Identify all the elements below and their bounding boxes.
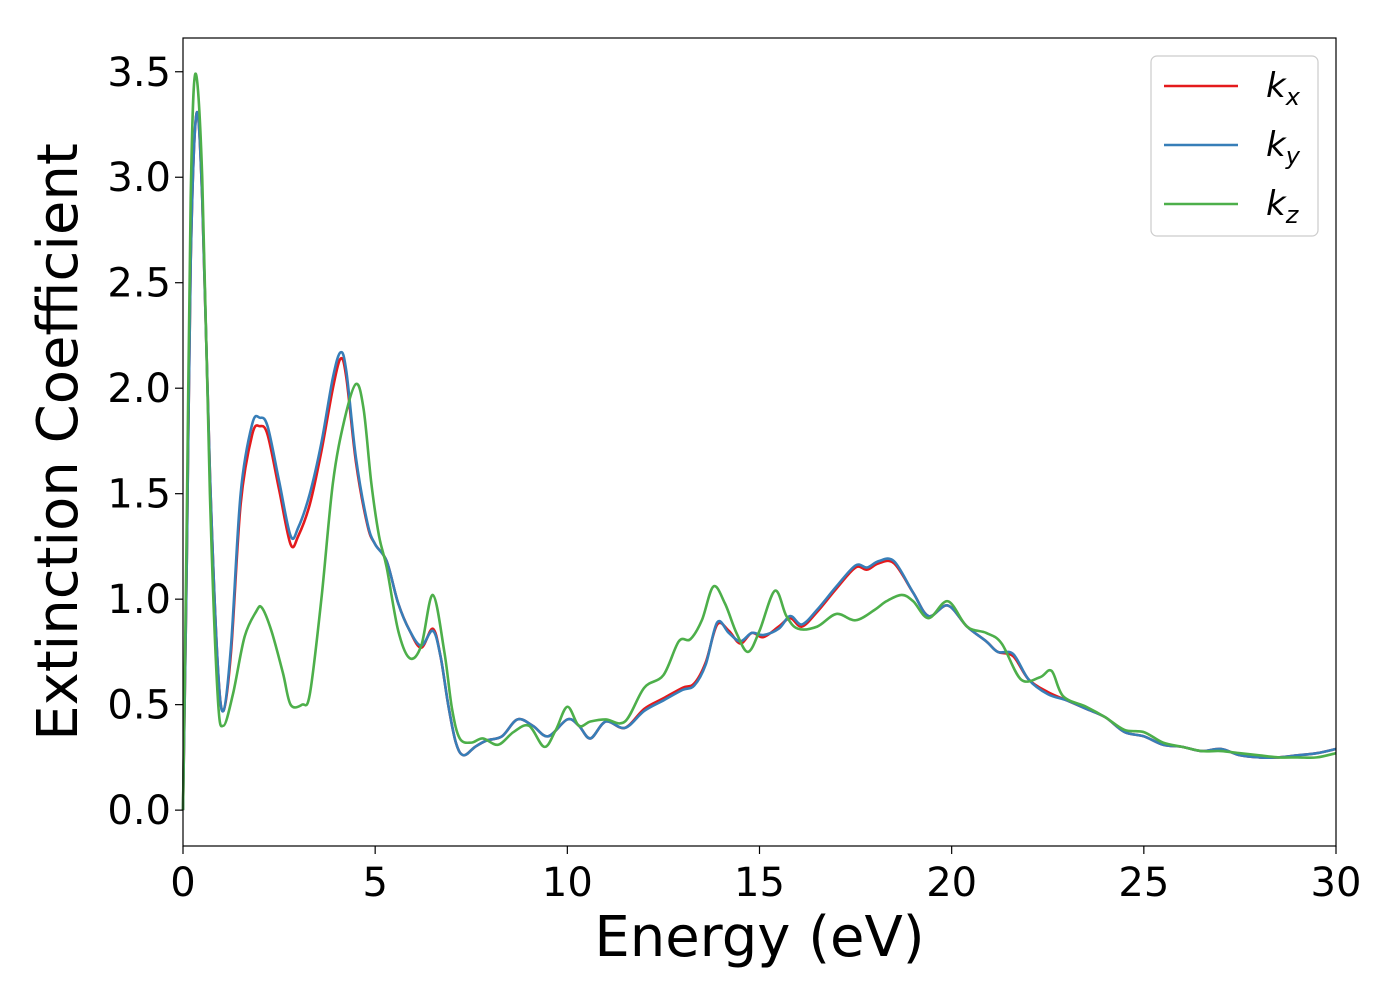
x-axis-ticks: 0 5 10 15 20 25 30 [170, 846, 1361, 906]
y-tick-label: 1.0 [107, 577, 171, 623]
x-tick-label: 5 [362, 860, 387, 906]
y-axis-ticks: 0.0 0.5 1.0 1.5 2.0 2.5 3.0 3.5 [107, 50, 183, 834]
y-tick-label: 1.5 [107, 472, 171, 518]
x-axis-label: Energy (eV) [594, 905, 924, 970]
y-tick-label: 3.5 [107, 50, 171, 96]
y-tick-label: 2.5 [107, 261, 171, 307]
legend-label-kx: kx [1266, 66, 1301, 111]
y-tick-label: 2.0 [107, 366, 171, 412]
y-tick-label: 0.0 [107, 788, 171, 834]
series-layer [181, 72, 1337, 811]
x-tick-label: 0 [170, 860, 195, 906]
x-tick-label: 25 [1118, 860, 1169, 906]
legend-label-ky: ky [1266, 125, 1301, 170]
legend-label-kz: kz [1266, 184, 1300, 229]
y-tick-label: 0.5 [107, 683, 171, 729]
series-line-ky [181, 110, 1337, 811]
y-tick-label: 3.0 [107, 155, 171, 201]
x-tick-label: 10 [542, 860, 593, 906]
legend: kx ky kz [1150, 55, 1319, 237]
x-tick-label: 20 [926, 860, 977, 906]
y-axis-label: Extinction Coefficient [26, 143, 91, 741]
x-tick-label: 30 [1311, 860, 1362, 906]
x-tick-label: 15 [734, 860, 785, 906]
series-line-kz [181, 72, 1337, 811]
